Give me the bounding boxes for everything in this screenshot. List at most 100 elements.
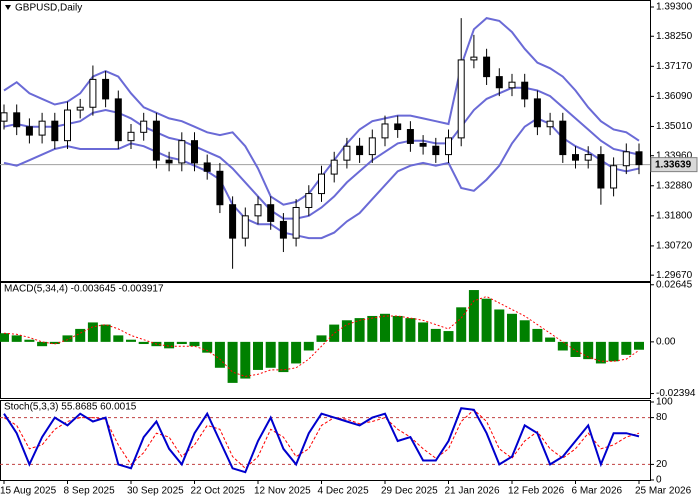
macd-bar	[392, 315, 403, 342]
stoch-d	[3, 409, 640, 469]
macd-bar	[49, 341, 60, 345]
macd-bar	[380, 313, 390, 342]
macd-bar	[113, 335, 124, 342]
macd-bar	[265, 341, 276, 368]
macd-bar	[634, 341, 644, 350]
macd-bar	[227, 341, 238, 383]
y-tick-label: 1.38250	[656, 31, 693, 42]
candle-body	[216, 170, 224, 206]
y-tick-label: 80	[656, 412, 668, 423]
candle-body	[330, 159, 338, 175]
macd-bar	[468, 290, 479, 342]
candle-body	[584, 154, 592, 161]
macd-bar	[278, 341, 289, 373]
macd-bar	[532, 328, 543, 342]
y-tick-label: 1.31800	[656, 210, 693, 221]
candle-body	[394, 123, 402, 131]
x-tick-label: 6 Mar 2026	[572, 486, 623, 497]
candle-body	[432, 145, 440, 156]
x-tick-label: 4 Dec 2025	[318, 486, 370, 497]
macd-bar	[240, 341, 251, 379]
macd-bar	[176, 341, 187, 345]
y-tick-label: 1.33960	[656, 150, 693, 161]
y-tick-label: 0.02645	[656, 279, 693, 290]
x-tick-label: 8 Sep 2025	[64, 486, 116, 497]
macd-bar	[341, 320, 352, 342]
x-tick-label: 29 Dec 2025	[381, 486, 438, 497]
y-tick-label: 1.35010	[656, 121, 693, 132]
candle-body	[368, 137, 376, 156]
candle-body	[305, 193, 313, 208]
macd-bar	[519, 320, 530, 342]
candle-body	[203, 162, 211, 172]
candle-body	[445, 137, 452, 156]
macd-bar	[443, 331, 454, 342]
macd-bar	[418, 322, 429, 342]
macd-bar	[329, 324, 340, 342]
macd-bar	[621, 341, 632, 355]
y-tick-label: 100	[656, 397, 673, 408]
candle-body	[508, 81, 516, 89]
candle-body	[483, 56, 491, 78]
candle-body	[254, 204, 262, 217]
macd-bar	[0, 333, 9, 342]
last-price-box	[650, 157, 698, 173]
chart-title: GBPUSD,Daily	[15, 3, 82, 14]
y-tick-label: -0.02394	[656, 388, 696, 399]
candle-body	[51, 120, 59, 142]
macd-signal	[3, 295, 640, 377]
last-price-label: 1.33639	[655, 159, 692, 170]
candle-body	[292, 206, 300, 239]
candle-body	[381, 123, 389, 139]
macd-bar	[494, 309, 505, 342]
candle-body	[127, 131, 135, 142]
y-tick-label: 1.36090	[656, 91, 693, 102]
candle-body	[191, 140, 198, 164]
y-tick-label: 1.30720	[656, 241, 693, 252]
candle-body	[13, 112, 21, 128]
macd-bar	[202, 341, 213, 353]
x-tick-label: 12 Nov 2025	[254, 486, 311, 497]
candle-body	[533, 98, 541, 128]
candle-body	[318, 173, 325, 195]
macd-title: MACD(5,34,4) -0.003645 -0.003917	[4, 284, 164, 295]
candle-body	[267, 204, 275, 222]
panel-frame	[0, 400, 651, 481]
candle-body	[635, 151, 643, 166]
macd-bar	[608, 341, 619, 362]
candle-body	[229, 204, 237, 239]
macd-bar	[189, 341, 200, 347]
candle-body	[559, 120, 567, 156]
y-tick-label: 0.00	[656, 337, 676, 348]
candle-body	[76, 106, 84, 111]
x-tick-label: 12 Feb 2026	[508, 486, 565, 497]
symbol-icon	[5, 5, 11, 10]
macd-bar	[87, 322, 98, 342]
macd-bar	[557, 341, 568, 351]
candle-body	[597, 154, 605, 189]
macd-bar	[75, 328, 86, 342]
candle-body	[279, 220, 287, 239]
candle-body	[356, 145, 364, 156]
y-tick-label: 1.29670	[656, 270, 693, 281]
candle-body	[178, 140, 186, 164]
candle-body	[622, 151, 630, 167]
y-tick-label: 20	[656, 459, 668, 470]
x-tick-label: 15 Aug 2025	[0, 486, 57, 497]
candle-body	[343, 145, 351, 161]
candle-body	[572, 154, 579, 161]
candle-body	[114, 98, 122, 142]
stoch-title: Stoch(5,3,3) 55.8685 60.0015	[4, 402, 137, 413]
candle-body	[140, 120, 148, 133]
macd-bar	[405, 318, 416, 342]
candle-body	[457, 59, 465, 139]
candle-body	[25, 126, 33, 136]
macd-bar	[24, 339, 35, 342]
x-tick-label: 22 Oct 2025	[191, 486, 246, 497]
candle-body	[406, 129, 414, 144]
macd-bar	[430, 328, 441, 342]
bollinger-lower	[3, 117, 640, 240]
bollinger-middle	[3, 86, 640, 220]
